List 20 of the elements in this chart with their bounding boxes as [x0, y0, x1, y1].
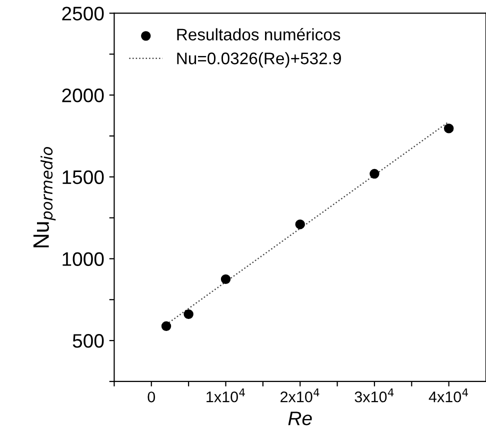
y-tick-label: 2000: [62, 88, 104, 102]
y-axis-title: Nu$_{pormedio}$: [33, 146, 56, 248]
x-tick-label: 1x10$^{4}$: [206, 388, 245, 402]
legend-label: Nu=0.0326(Re)+532.9: [177, 52, 341, 68]
x-axis-title: Re: [288, 412, 312, 426]
point: [161, 321, 172, 332]
x-tick-label: 3x10$^{4}$: [354, 388, 394, 402]
x-tick-label: 2x10$^{4}$: [280, 388, 320, 402]
point: [370, 168, 380, 179]
x-tick-label: 0: [148, 392, 156, 402]
y-tick-label: 2500: [62, 6, 104, 20]
legend-label: Resultados numéricos: [177, 28, 340, 40]
y-tick-label: 1500: [62, 170, 104, 184]
x-tick-label: 4x10$^{4}$: [428, 388, 468, 402]
point: [184, 309, 194, 320]
point: [295, 219, 305, 230]
y-tick-label: 500: [72, 334, 104, 348]
point: [220, 274, 231, 284]
y-tick-label: 1000: [62, 252, 104, 266]
point: [444, 124, 454, 134]
